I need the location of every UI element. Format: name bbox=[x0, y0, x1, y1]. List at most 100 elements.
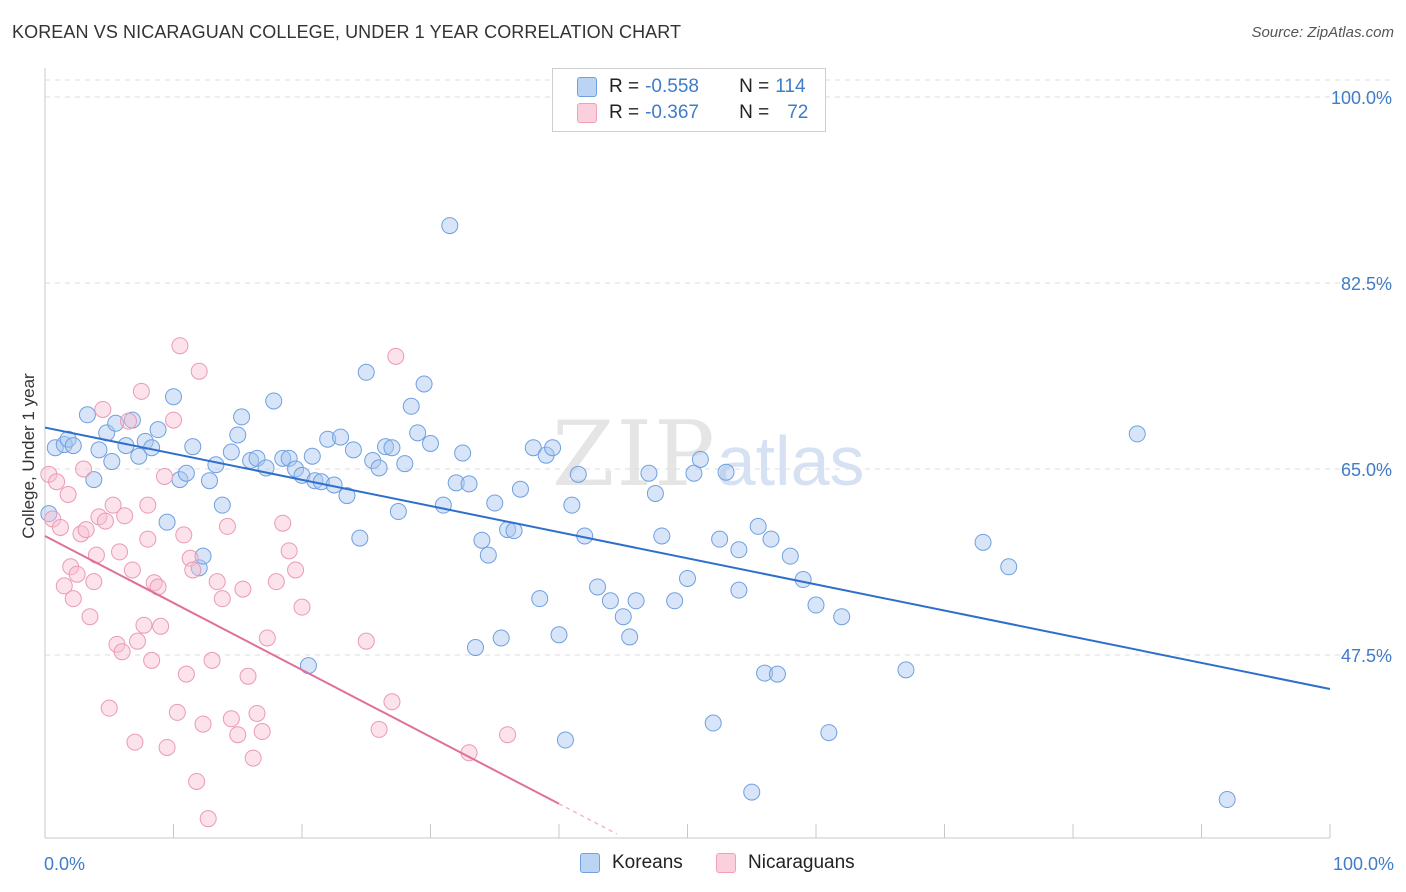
korean-point bbox=[248, 449, 266, 467]
korean-point bbox=[621, 628, 639, 646]
nicaraguan-point bbox=[55, 577, 73, 595]
nicaraguan-point bbox=[267, 573, 285, 591]
nicaraguan-point bbox=[64, 590, 82, 608]
korean-swatch bbox=[580, 853, 600, 873]
trend-lines bbox=[44, 426, 1331, 835]
korean-point bbox=[640, 464, 658, 482]
korean-point bbox=[563, 496, 581, 514]
nicaraguan-point bbox=[126, 733, 144, 751]
nicaraguan-point bbox=[280, 542, 298, 560]
korean-point bbox=[274, 449, 292, 467]
korean-point bbox=[685, 464, 703, 482]
nicaraguan-point bbox=[113, 643, 131, 661]
korean-point bbox=[486, 494, 504, 512]
nicaraguan-point bbox=[175, 526, 193, 544]
nicaraguan-point bbox=[104, 496, 122, 514]
nicaraguan-point bbox=[383, 693, 401, 711]
korean-point bbox=[383, 439, 401, 457]
legend-item-koreans: Koreans bbox=[580, 852, 683, 874]
y-tick-label: 82.5% bbox=[1341, 274, 1392, 294]
korean-point bbox=[229, 426, 247, 444]
nicaraguan-point bbox=[357, 632, 375, 650]
y-tick-label: 47.5% bbox=[1341, 646, 1392, 666]
nicaraguan-point bbox=[274, 514, 292, 532]
korean-point bbox=[550, 626, 568, 644]
korean-point bbox=[679, 569, 696, 587]
nicaraguan-point bbox=[59, 486, 77, 504]
nicaraguan-point bbox=[248, 704, 266, 722]
nicaraguan-point bbox=[184, 561, 202, 579]
korean-points bbox=[40, 217, 1236, 809]
korean-point bbox=[409, 424, 427, 442]
korean-point bbox=[389, 503, 407, 521]
korean-point bbox=[107, 414, 125, 432]
korean-point bbox=[807, 596, 825, 614]
legend-r-label: R = bbox=[609, 76, 640, 97]
nicaraguan-point bbox=[116, 507, 134, 525]
korean-point bbox=[897, 661, 915, 679]
korean-point bbox=[730, 581, 748, 599]
korean-point bbox=[1000, 558, 1018, 576]
nicaraguan-point bbox=[370, 720, 388, 738]
nicaraguan-point bbox=[156, 467, 174, 485]
korean-point bbox=[64, 437, 82, 455]
correlation-legend: R = -0.558 N = 114 R = -0.367 N = 72 bbox=[552, 68, 826, 132]
y-tick-label: 100.0% bbox=[1331, 88, 1392, 108]
nicaraguan-point bbox=[75, 460, 93, 478]
korean-point bbox=[136, 432, 154, 450]
korean-point bbox=[280, 449, 298, 467]
korean-point bbox=[158, 513, 176, 531]
legend-row-nicaraguans: R = -0.367 N = 72 bbox=[577, 101, 808, 125]
korean-point bbox=[704, 714, 722, 732]
korean-point bbox=[531, 590, 549, 608]
legend-r-label: R = bbox=[609, 102, 640, 123]
nicaraguan-point bbox=[218, 517, 236, 535]
x-tick-label: 100.0% bbox=[1333, 854, 1394, 874]
korean-point bbox=[466, 639, 484, 657]
axes bbox=[44, 68, 1331, 839]
korean-point bbox=[370, 459, 388, 477]
korean-point bbox=[422, 434, 439, 452]
korean-point bbox=[377, 438, 395, 456]
nicaraguan-trend-line bbox=[44, 535, 560, 805]
nicaraguan-point bbox=[239, 667, 257, 685]
series-legend: Koreans Nicaraguans bbox=[0, 852, 1406, 878]
nicaraguan-point bbox=[499, 726, 517, 744]
korean-point bbox=[833, 608, 851, 626]
nicaraguan-point bbox=[208, 573, 226, 591]
korean-point bbox=[213, 496, 231, 514]
korean-point bbox=[90, 441, 108, 459]
korean-point bbox=[627, 592, 645, 610]
korean-point bbox=[130, 447, 148, 465]
korean-point bbox=[646, 484, 664, 502]
legend-korean-n: 114 bbox=[775, 76, 806, 97]
korean-point bbox=[357, 363, 375, 381]
korean-point bbox=[711, 530, 729, 548]
korean-point bbox=[768, 665, 786, 683]
nicaraguan-point bbox=[139, 530, 157, 548]
korean-point bbox=[207, 456, 225, 474]
korean-point bbox=[820, 724, 838, 742]
nicaraguan-point bbox=[171, 337, 189, 355]
y-tick-label: 65.0% bbox=[1341, 460, 1392, 480]
korean-point bbox=[319, 430, 337, 448]
nicaraguan-point bbox=[111, 543, 129, 561]
korean-point bbox=[762, 530, 780, 548]
korean-point bbox=[85, 471, 103, 489]
korean-point bbox=[460, 475, 478, 493]
nicaraguan-point bbox=[120, 412, 138, 430]
korean-swatch bbox=[577, 77, 597, 97]
nicaraguan-point bbox=[135, 616, 153, 634]
nicaraguan-point bbox=[188, 772, 206, 790]
korean-point bbox=[589, 578, 607, 596]
korean-point bbox=[511, 480, 529, 498]
korean-point bbox=[265, 392, 283, 410]
nicaraguan-point bbox=[129, 632, 147, 650]
korean-point bbox=[653, 527, 671, 545]
nicaraguan-point bbox=[48, 473, 66, 491]
nicaraguan-point bbox=[222, 710, 240, 728]
x-tick-label: 0.0% bbox=[44, 854, 85, 874]
tick-labels: 47.5% 65.0% 82.5% 100.0% 0.0% 100.0% bbox=[44, 88, 1394, 874]
nicaraguan-point bbox=[168, 703, 186, 721]
nicaraguan-point bbox=[77, 521, 95, 539]
